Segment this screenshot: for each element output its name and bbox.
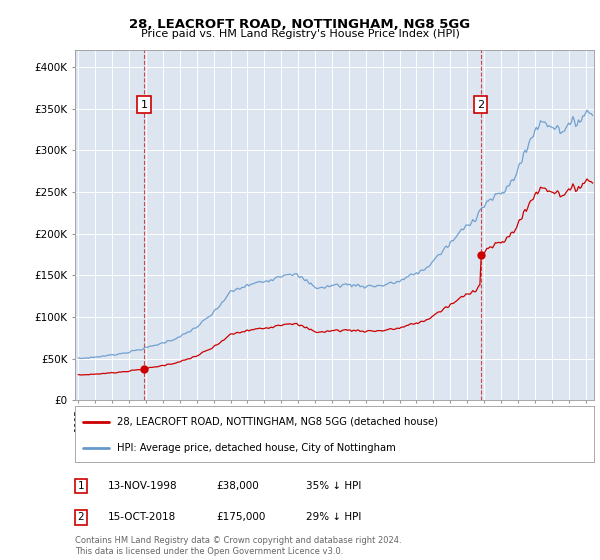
Text: £175,000: £175,000 [216,512,265,522]
Text: 13-NOV-1998: 13-NOV-1998 [108,481,178,491]
Text: 28, LEACROFT ROAD, NOTTINGHAM, NG8 5GG: 28, LEACROFT ROAD, NOTTINGHAM, NG8 5GG [130,18,470,31]
Text: 29% ↓ HPI: 29% ↓ HPI [306,512,361,522]
Text: 1: 1 [77,481,85,491]
Text: 15-OCT-2018: 15-OCT-2018 [108,512,176,522]
Text: HPI: Average price, detached house, City of Nottingham: HPI: Average price, detached house, City… [116,443,395,453]
Text: 2: 2 [477,100,484,110]
Text: Contains HM Land Registry data © Crown copyright and database right 2024.
This d: Contains HM Land Registry data © Crown c… [75,536,401,556]
Text: 28, LEACROFT ROAD, NOTTINGHAM, NG8 5GG (detached house): 28, LEACROFT ROAD, NOTTINGHAM, NG8 5GG (… [116,417,437,427]
Text: Price paid vs. HM Land Registry's House Price Index (HPI): Price paid vs. HM Land Registry's House … [140,29,460,39]
Text: £38,000: £38,000 [216,481,259,491]
Text: 35% ↓ HPI: 35% ↓ HPI [306,481,361,491]
Text: 2: 2 [77,512,85,522]
Text: 1: 1 [140,100,148,110]
